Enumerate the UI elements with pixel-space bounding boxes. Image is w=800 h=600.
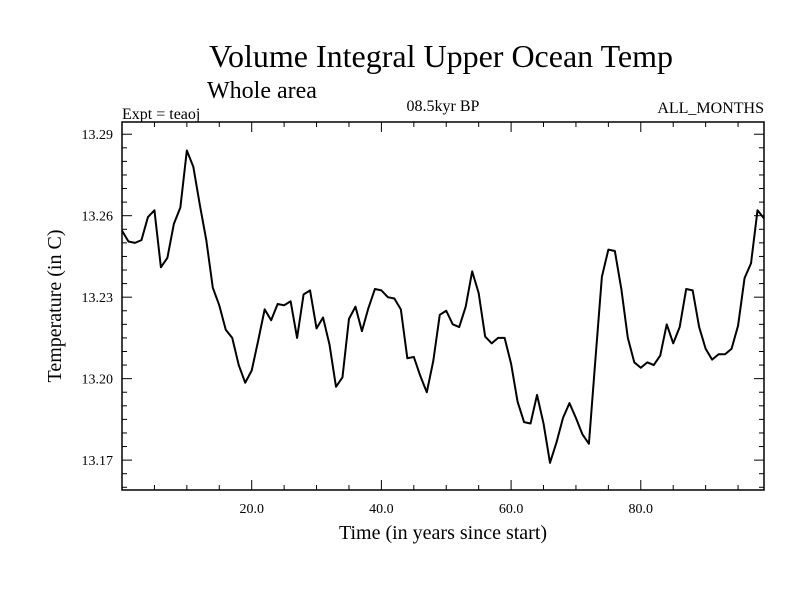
- chart-title: Volume Integral Upper Ocean Temp: [209, 38, 673, 74]
- period-label: 08.5kyr BP: [407, 98, 480, 115]
- y-axis-ticks: 13.17 13.20 13.23 13.26 13.29: [82, 128, 764, 488]
- x-tick-label: 40.0: [369, 502, 394, 517]
- y-axis-label: Temperature (in C): [44, 230, 66, 383]
- chart-subtitle: Whole area: [207, 78, 317, 104]
- y-tick-label: 13.17: [82, 454, 114, 469]
- x-tick-label: 60.0: [499, 502, 524, 517]
- months-label: ALL_MONTHS: [657, 100, 764, 117]
- x-tick-label: 80.0: [629, 502, 654, 517]
- experiment-label: Expt = teaoj: [122, 106, 200, 123]
- x-axis-label: Time (in years since start): [339, 522, 547, 544]
- y-tick-label: 13.29: [82, 128, 114, 143]
- plot-frame: [121, 121, 765, 491]
- y-tick-label: 13.20: [82, 373, 114, 388]
- x-axis-ticks: 20.0 40.0 60.0 80.0: [153, 122, 739, 517]
- y-tick-label: 13.26: [82, 210, 114, 225]
- x-tick-label: 20.0: [239, 502, 264, 517]
- y-tick-label: 13.23: [82, 291, 114, 306]
- temperature-series-line: [121, 149, 765, 464]
